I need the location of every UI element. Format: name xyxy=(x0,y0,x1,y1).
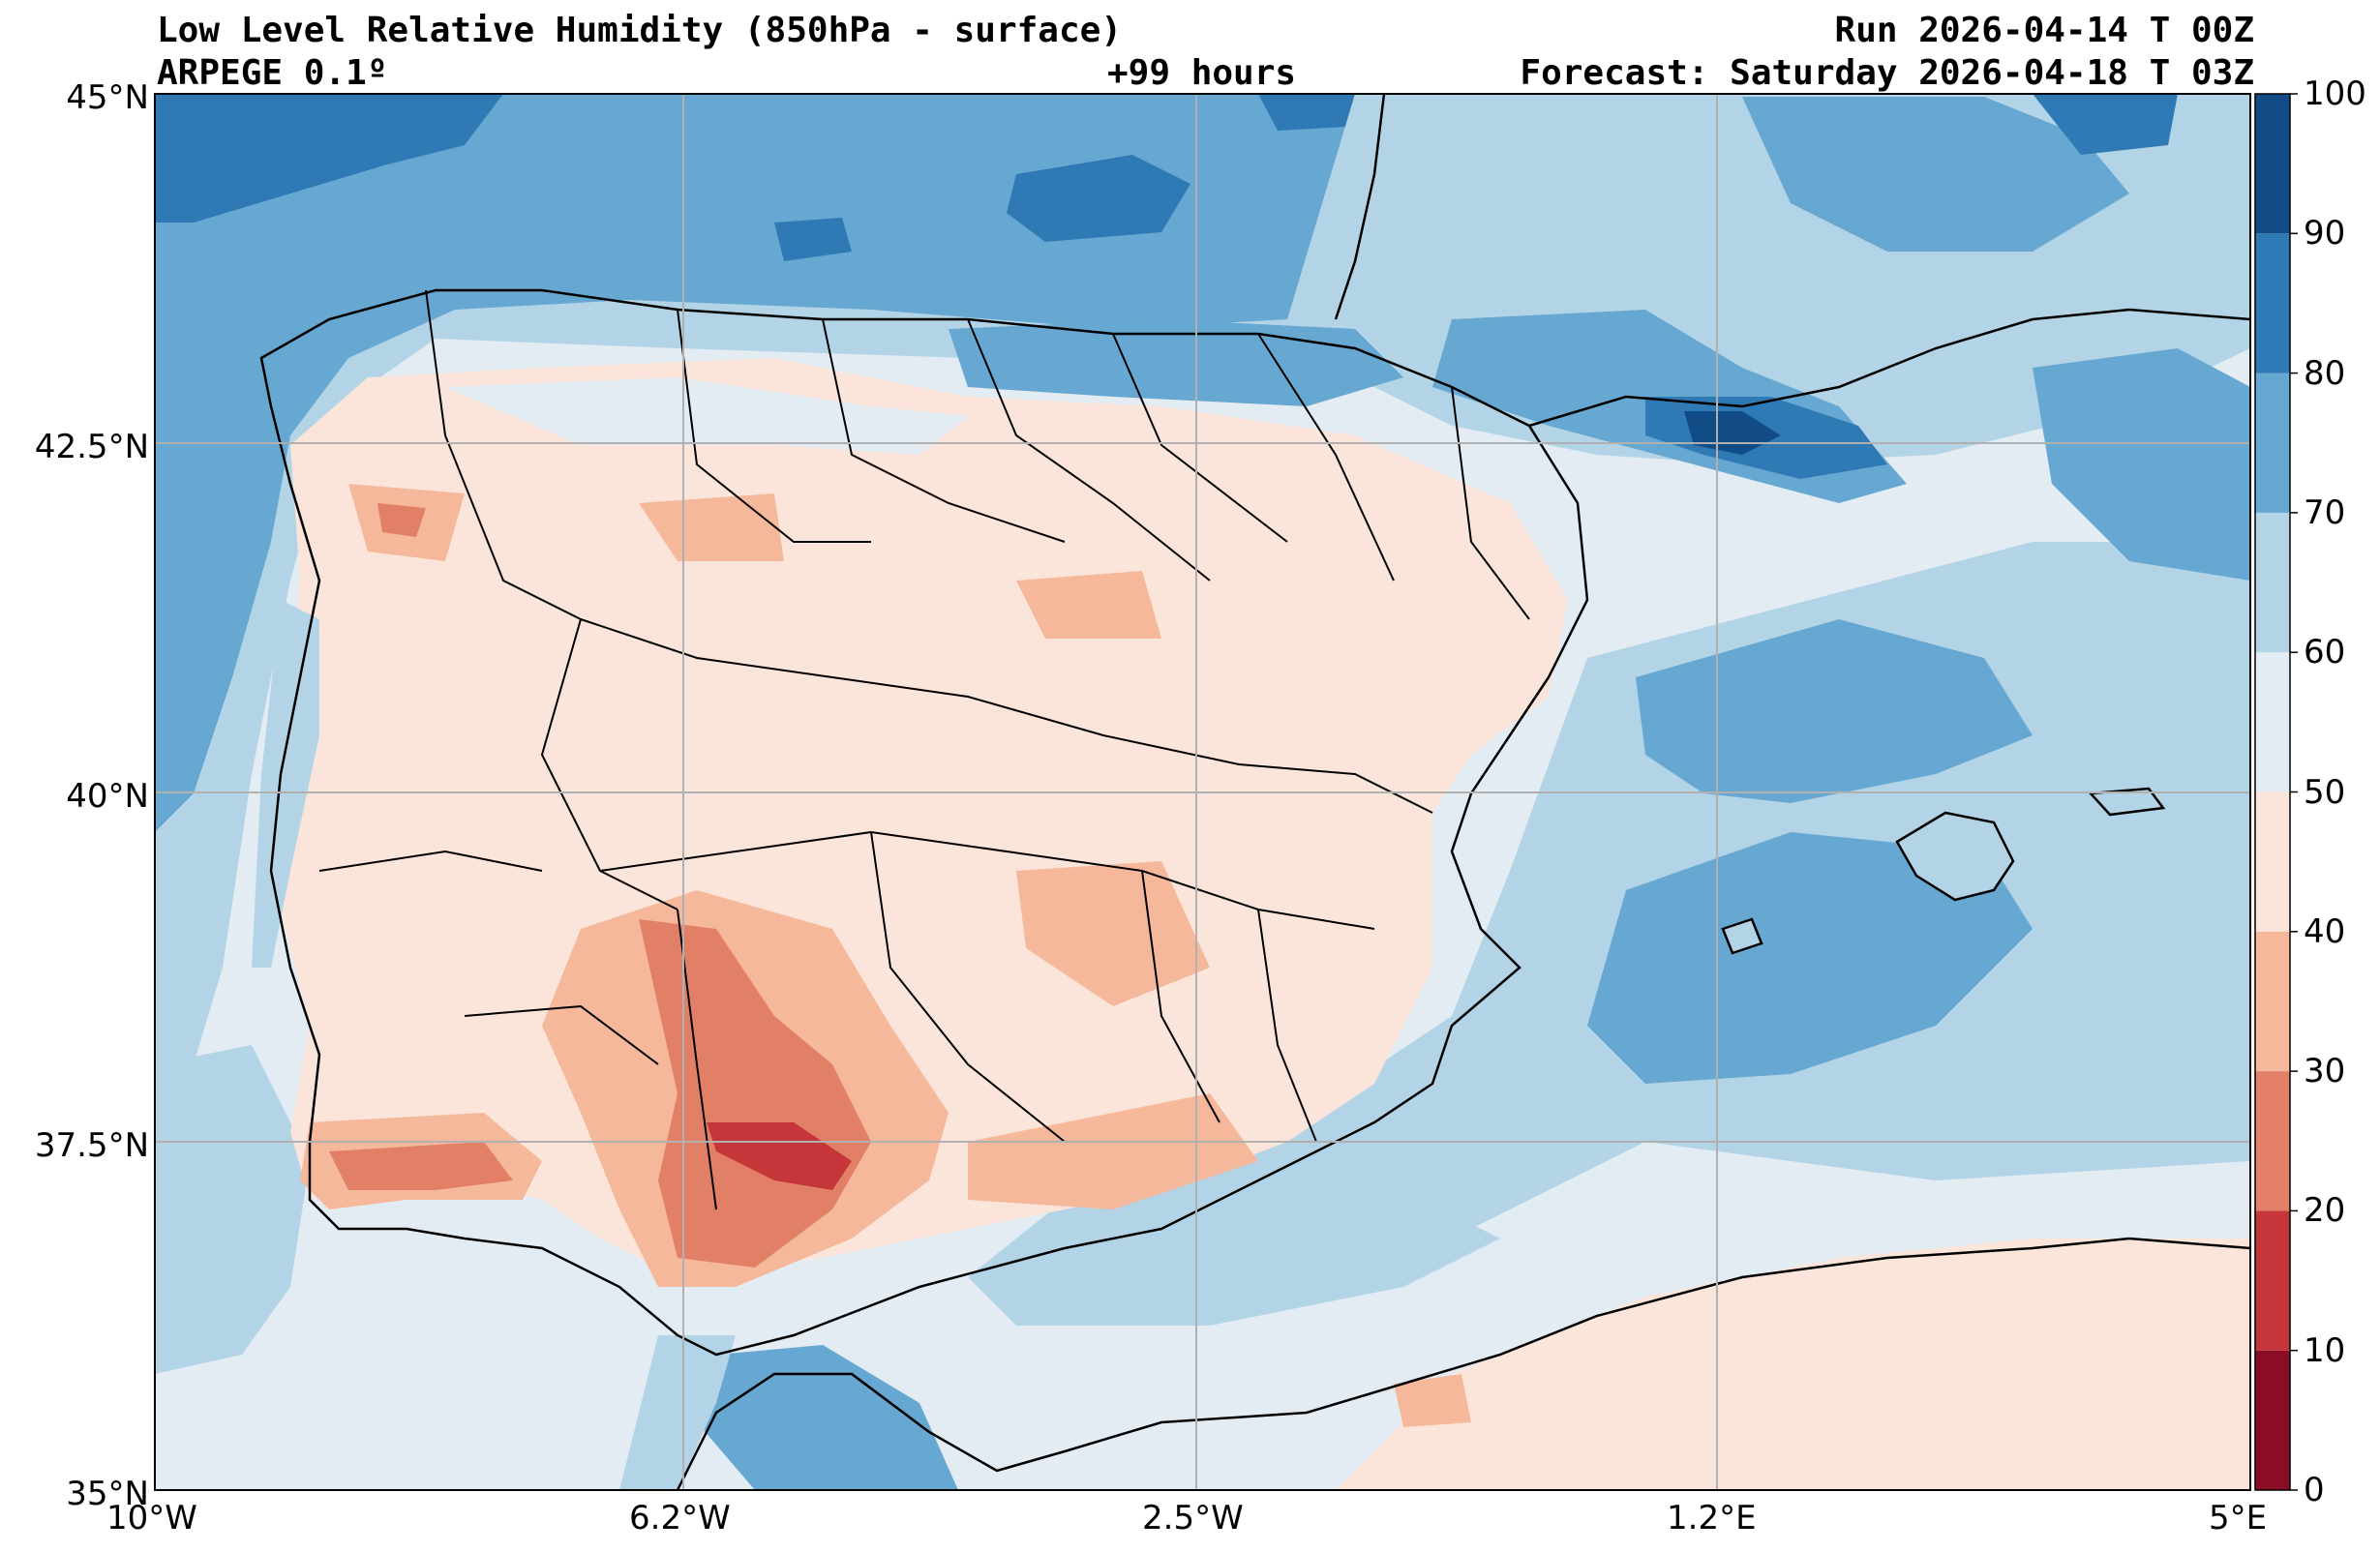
portugal-coast-60-70 xyxy=(252,600,319,968)
lon-label-6-2w: 6.2°W xyxy=(629,1499,731,1537)
colorbar-band-80-90 xyxy=(2255,233,2290,373)
colorbar-tick-label: 20 xyxy=(2304,1191,2346,1231)
lon-label-10w: 10°W xyxy=(106,1499,197,1537)
galicia-20-30 xyxy=(377,503,426,537)
colorbar-band-0-10 xyxy=(2255,1350,2290,1490)
colorbar-tick-label: 30 xyxy=(2304,1052,2346,1091)
colorbar-tick-label: 80 xyxy=(2304,353,2346,393)
colorbar-tick-label: 70 xyxy=(2304,492,2346,532)
run-time: Run 2026-04-14 T 00Z xyxy=(1834,11,2254,50)
colorbar-band-60-70 xyxy=(2255,512,2290,653)
coastline-france xyxy=(1334,94,2250,428)
med-70-80-b xyxy=(1587,832,2033,1084)
castile-30-40-b xyxy=(1016,571,1161,639)
iberia-north-50-60 xyxy=(445,377,968,455)
colorbar-tick-label: 60 xyxy=(2304,633,2346,672)
map-frame xyxy=(154,93,2251,1491)
biscay-80-90-d xyxy=(1258,94,1374,131)
map-title: Low Level Relative Humidity (850hPa - su… xyxy=(157,11,1122,50)
algarve-20-30 xyxy=(329,1142,513,1190)
algeria-40-50 xyxy=(1336,1239,2250,1490)
lat-label-42-5n: 42.5°N xyxy=(34,428,149,466)
lat-label-45n: 45°N xyxy=(66,78,149,117)
model-name: ARPEGE 0.1º xyxy=(157,53,388,93)
lon-label-5e: 5°E xyxy=(2209,1499,2268,1537)
sw-atlantic-60-70 xyxy=(155,1045,310,1374)
graticule xyxy=(155,94,2250,1490)
castile-30-40-a xyxy=(639,493,784,561)
coastline-africa xyxy=(676,1237,2250,1490)
colorbar-tick-label: 10 xyxy=(2304,1330,2346,1370)
colorbar-band-40-50 xyxy=(2255,791,2290,932)
biscay-80-90-a xyxy=(155,94,503,223)
med-70-80-a xyxy=(1636,619,2033,803)
colorbar-tick-label: 40 xyxy=(2304,911,2346,951)
colorbar-band-30-40 xyxy=(2255,931,2290,1072)
biscay-70-80 xyxy=(155,94,1374,832)
colorbar-tick-label: 50 xyxy=(2304,772,2346,812)
med-70-80-c xyxy=(2033,348,2250,581)
alps-80-90 xyxy=(2033,94,2178,155)
lead-time: +99 hours xyxy=(1107,53,1297,93)
colorbar-tick-label: 100 xyxy=(2304,75,2366,113)
algeria-30-40 xyxy=(1394,1374,1471,1427)
forecast-time: Forecast: Saturday 2026-04-18 T 03Z xyxy=(1520,53,2254,93)
colorbar-band-50-60 xyxy=(2255,652,2290,792)
lamancha-30-40 xyxy=(1016,861,1210,1006)
biscay-80-90-c xyxy=(774,218,852,261)
island-mallorca xyxy=(1895,811,2015,902)
guadalquivir-10-20 xyxy=(707,1122,852,1190)
biscay-80-90-b xyxy=(1007,155,1190,242)
lat-label-35n: 35°N xyxy=(66,1475,149,1513)
colorbar-band-10-20 xyxy=(2255,1210,2290,1351)
colorbar-band-90-100 xyxy=(2255,94,2290,234)
murcia-30-40 xyxy=(968,1093,1258,1209)
colorbar-tick-label: 90 xyxy=(2304,214,2346,254)
colorbar-band-70-80 xyxy=(2255,373,2290,513)
colorbar xyxy=(2254,93,2298,1491)
coastline-iberia xyxy=(259,288,1589,1357)
morocco-60-70 xyxy=(619,1335,736,1490)
alboran-60-70 xyxy=(968,1190,1500,1326)
island-menorca xyxy=(2088,787,2166,817)
colorbar-tick-label: 0 xyxy=(2304,1471,2325,1509)
lat-label-37-5n: 37.5°N xyxy=(34,1126,149,1165)
lat-label-40n: 40°N xyxy=(66,777,149,816)
lon-label-1-2e: 1.2°E xyxy=(1667,1499,1757,1537)
colorbar-band-20-30 xyxy=(2255,1071,2290,1211)
lon-label-2-5w: 2.5°W xyxy=(1142,1499,1244,1537)
island-ibiza xyxy=(1721,917,1763,955)
region-borders xyxy=(318,289,1530,1210)
alps-70-80 xyxy=(1742,97,2129,252)
